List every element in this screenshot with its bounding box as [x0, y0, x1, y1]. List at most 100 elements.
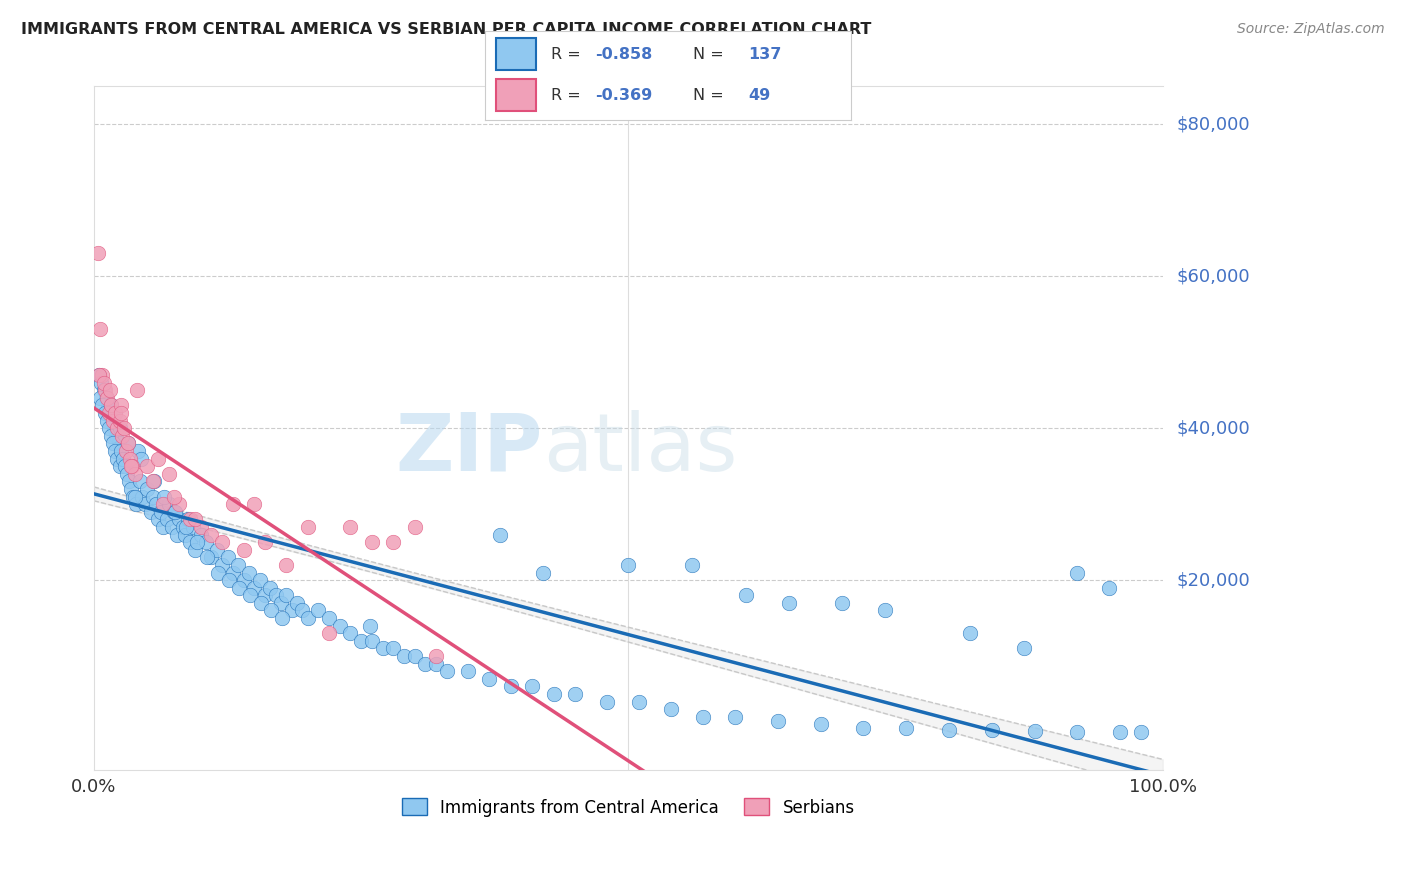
Point [120, 451, 142, 466]
Point [97, 421, 120, 435]
Point [100, 398, 122, 412]
Point [177, 512, 200, 526]
Point [136, 482, 159, 496]
Point [659, 702, 682, 716]
Point [285, 596, 308, 610]
Point [100, 398, 122, 412]
Point [628, 695, 651, 709]
Text: atlas: atlas [543, 409, 737, 488]
Point [124, 490, 146, 504]
Point [425, 648, 447, 663]
Point [146, 512, 169, 526]
Point [184, 542, 207, 557]
Point [1098, 581, 1121, 595]
Point [531, 566, 554, 580]
Point [179, 535, 201, 549]
Point [896, 721, 918, 735]
Point [186, 535, 208, 549]
Point [617, 558, 640, 572]
Text: $40,000: $40,000 [1177, 419, 1250, 437]
Point [543, 687, 565, 701]
Point [98, 383, 121, 397]
Point [190, 520, 212, 534]
Point [222, 497, 245, 511]
Point [404, 648, 426, 663]
Point [94, 391, 117, 405]
Point [205, 542, 228, 557]
FancyBboxPatch shape [496, 79, 536, 112]
Point [724, 710, 747, 724]
Point [93, 383, 115, 397]
Point [96, 414, 118, 428]
Point [93, 383, 115, 397]
Point [211, 535, 233, 549]
Point [259, 581, 281, 595]
Point [134, 497, 156, 511]
Point [142, 490, 165, 504]
Point [350, 633, 373, 648]
Point [96, 391, 118, 405]
Point [564, 687, 586, 701]
Point [115, 444, 138, 458]
Point [110, 398, 132, 412]
Point [183, 520, 205, 534]
Text: N =: N = [693, 47, 730, 62]
Point [139, 505, 162, 519]
Point [112, 421, 135, 435]
Point [152, 497, 174, 511]
Point [318, 611, 340, 625]
Point [146, 451, 169, 466]
Text: R =: R = [551, 88, 586, 103]
Point [120, 482, 142, 496]
Point [200, 527, 222, 541]
Point [169, 497, 191, 511]
Point [239, 588, 262, 602]
Point [1024, 724, 1046, 739]
Point [253, 588, 276, 602]
Point [980, 723, 1002, 738]
Point [111, 451, 134, 466]
Text: 49: 49 [748, 88, 770, 103]
Point [207, 566, 229, 580]
Point [1066, 566, 1088, 580]
Point [142, 475, 165, 489]
Point [478, 672, 501, 686]
Point [260, 603, 283, 617]
Point [692, 710, 714, 724]
Point [457, 665, 479, 679]
Point [1130, 725, 1153, 739]
Text: ZIP: ZIP [395, 409, 543, 488]
Point [103, 421, 125, 435]
Point [131, 490, 153, 504]
Point [682, 558, 704, 572]
Point [89, 368, 111, 382]
Point [831, 596, 853, 610]
Point [97, 406, 120, 420]
Point [174, 520, 197, 534]
Point [104, 406, 127, 420]
Point [276, 588, 298, 602]
Point [226, 558, 249, 572]
Point [157, 467, 180, 481]
Point [100, 429, 122, 443]
Point [163, 490, 186, 504]
Point [107, 451, 129, 466]
Point [810, 717, 832, 731]
Point [959, 626, 981, 640]
Point [190, 527, 212, 541]
Point [520, 680, 543, 694]
Point [163, 505, 186, 519]
Point [165, 505, 187, 519]
Point [238, 566, 260, 580]
Point [852, 721, 875, 735]
Point [200, 550, 222, 565]
Point [87, 246, 110, 260]
Point [297, 611, 319, 625]
Point [89, 391, 111, 405]
Point [766, 714, 789, 728]
Point [110, 406, 132, 420]
Point [150, 505, 173, 519]
Point [222, 566, 245, 580]
Point [91, 368, 114, 382]
Point [110, 444, 132, 458]
